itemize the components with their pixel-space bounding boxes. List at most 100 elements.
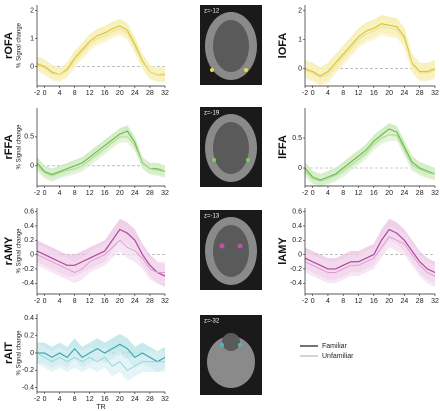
- x-tick-label: 4: [326, 190, 330, 197]
- x-tick-label: 8: [73, 396, 77, 403]
- y-tick-label: 0.4: [24, 223, 34, 230]
- x-tick-label: 24: [401, 298, 409, 305]
- y-tick-label: 0.2: [292, 237, 302, 244]
- y-tick-label: 0: [298, 65, 302, 72]
- y-tick-label: 0.2: [24, 333, 34, 340]
- x-tick-label: 20: [116, 90, 124, 97]
- y-tick-label: 0.2: [24, 237, 34, 244]
- y-tick-label: 0: [30, 63, 34, 70]
- x-tick-label: 20: [385, 190, 393, 197]
- slice-label: z=-13: [204, 214, 220, 220]
- x-tick-label: -2: [34, 396, 40, 403]
- x-tick-label: 0: [43, 90, 47, 97]
- x-tick-label: -2: [302, 190, 308, 197]
- x-tick-label: 32: [161, 396, 169, 403]
- x-tick-label: 28: [146, 190, 154, 197]
- x-tick-label: 12: [355, 298, 363, 305]
- x-tick-label: 0: [43, 190, 47, 197]
- y-tick-label: 2: [298, 8, 302, 15]
- y-tick-label: -0.4: [290, 280, 302, 287]
- x-tick-label: 32: [431, 190, 439, 197]
- panel-title: lAMY: [277, 237, 289, 265]
- y-tick-label: -0.2: [290, 266, 302, 273]
- x-tick-label: 24: [401, 90, 409, 97]
- brain-slice: z=-19: [200, 107, 262, 187]
- series-line: [304, 128, 436, 181]
- y-tick-label: -0.4: [22, 385, 34, 392]
- x-tick-label: 32: [431, 90, 439, 97]
- x-tick-label: 32: [161, 298, 169, 305]
- x-tick-label: -2: [34, 298, 40, 305]
- y-tick-label: 0: [298, 165, 302, 172]
- panel-title: rOFA: [3, 32, 15, 59]
- x-tick-label: 24: [131, 190, 139, 197]
- x-tick-label: 28: [146, 298, 154, 305]
- y-tick-label: 1: [298, 37, 302, 44]
- x-tick-label: 24: [131, 396, 139, 403]
- x-tick-label: 28: [416, 90, 424, 97]
- x-tick-label: 4: [326, 298, 330, 305]
- x-tick-label: 0: [43, 298, 47, 305]
- x-tick-label: 24: [131, 90, 139, 97]
- brain-slice: z=-32: [200, 315, 262, 395]
- x-tick-label: 0: [43, 396, 47, 403]
- x-tick-label: -2: [34, 190, 40, 197]
- x-tick-label: 0: [311, 298, 315, 305]
- series-line: [36, 136, 166, 177]
- y-tick-label: 0: [30, 163, 34, 170]
- x-tick-label: 16: [101, 90, 109, 97]
- x-tick-label: 8: [341, 90, 345, 97]
- x-tick-label: 28: [416, 190, 424, 197]
- x-tick-label: 32: [161, 190, 169, 197]
- y-tick-label: -0.4: [22, 280, 34, 287]
- panel-title: rAMY: [3, 236, 15, 265]
- series-line: [304, 236, 436, 277]
- panel: rFFA% Signal change 00.5-2 0 4 8 12 16 20 24 28 32: [3, 108, 169, 197]
- panel-title: rAIT: [3, 342, 15, 364]
- y-tick-label: 0.4: [292, 223, 302, 230]
- x-tick-label: 8: [341, 190, 345, 197]
- legend-label: Unfamiliar: [322, 353, 354, 360]
- x-tick-label: 8: [73, 190, 77, 197]
- series-line: [304, 134, 436, 182]
- y-tick-label: -0.2: [22, 266, 34, 273]
- x-tick-label: -2: [34, 90, 40, 97]
- x-tick-label: 8: [341, 298, 345, 305]
- x-tick-label: 20: [116, 190, 124, 197]
- legend-label: Familiar: [322, 343, 348, 350]
- series-line: [304, 23, 436, 77]
- x-tick-label: 4: [58, 90, 62, 97]
- y-tick-label: -0.2: [22, 367, 34, 374]
- x-tick-label: 12: [355, 90, 363, 97]
- x-tick-label: 28: [146, 396, 154, 403]
- brain-slice: z=-13: [200, 210, 262, 290]
- x-tick-label: 0: [311, 90, 315, 97]
- x-tick-label: 4: [326, 90, 330, 97]
- x-tick-label: 0: [311, 190, 315, 197]
- x-tick-label: 4: [58, 190, 62, 197]
- series-line: [304, 228, 436, 274]
- y-tick-label: 0: [30, 350, 34, 357]
- y-axis-label: % Signal change: [17, 228, 23, 274]
- panel-title: rFFA: [3, 134, 15, 159]
- panel: rAMY% Signal change-0.4-0.200.20.40.6-2 0…: [3, 208, 169, 305]
- x-tick-label: -2: [302, 90, 308, 97]
- x-tick-label: 28: [146, 90, 154, 97]
- x-tick-label: 12: [86, 190, 94, 197]
- x-tick-label: 12: [86, 298, 94, 305]
- y-tick-label: 1: [30, 35, 34, 42]
- series-line: [304, 26, 436, 78]
- slice-label: z=-12: [204, 9, 220, 15]
- y-tick-label: 0.5: [24, 134, 34, 141]
- y-axis-label: % Signal change: [17, 22, 23, 68]
- x-tick-label: 12: [86, 396, 94, 403]
- y-tick-label: 2: [30, 7, 34, 14]
- panel-title: lFFA: [277, 135, 289, 159]
- series-line: [36, 352, 165, 371]
- panel: rOFA% Signal change 012-2 0 4 8 12 16 20 24 28 32: [3, 5, 169, 97]
- series-line: [36, 239, 165, 273]
- legend: Familiar Unfamiliar: [300, 343, 354, 360]
- x-tick-label: 32: [161, 90, 169, 97]
